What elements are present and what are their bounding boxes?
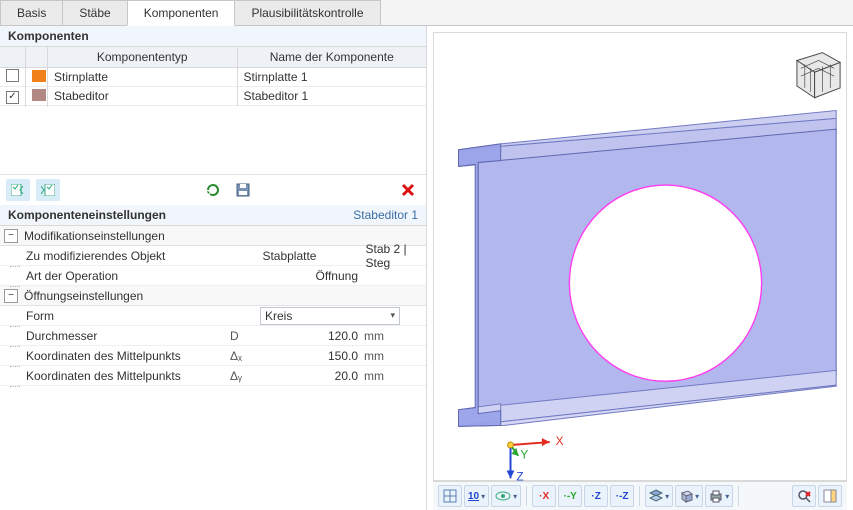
delete-icon[interactable] xyxy=(396,179,420,201)
prop-dropdown[interactable]: Kreis▾ xyxy=(260,307,400,325)
color-swatch xyxy=(32,89,46,101)
viewport-toolbar: 10▾▾·X·-Y·Z·-Z▾▾▾ xyxy=(433,481,847,510)
components-grid-header: Komponententyp Name der Komponente xyxy=(0,47,426,68)
eye-icon[interactable]: ▾ xyxy=(491,485,521,507)
collapse-icon[interactable]: − xyxy=(4,229,18,243)
checklist-left-icon[interactable] xyxy=(6,179,30,201)
row-checkbox[interactable] xyxy=(6,91,19,104)
tab-stäbe[interactable]: Stäbe xyxy=(62,0,127,25)
chevron-down-icon: ▾ xyxy=(513,492,517,501)
row-type: Stirnplatte xyxy=(48,67,238,87)
prop-name: Form xyxy=(22,309,230,323)
prop-name: Durchmesser xyxy=(22,329,230,343)
prop-value[interactable]: 150.0 xyxy=(260,349,364,363)
box-icon[interactable]: ▾ xyxy=(675,485,703,507)
group-row[interactable]: −Öffnungseinstellungen xyxy=(0,286,426,306)
print-icon[interactable]: ▾ xyxy=(705,485,733,507)
tab-plausibilitätskontrolle[interactable]: Plausibilitätskontrolle xyxy=(234,0,380,25)
panel-icon[interactable] xyxy=(818,485,842,507)
axis-x-icon[interactable]: ·X xyxy=(532,485,556,507)
prop-name: Zu modifizierendes Objekt xyxy=(22,249,204,263)
row-name: Stabeditor 1 xyxy=(238,86,427,106)
chevron-down-icon: ▾ xyxy=(390,310,395,321)
prop-unit: mm xyxy=(364,329,404,343)
components-toolbar xyxy=(0,174,426,205)
table-row[interactable]: StirnplatteStirnplatte 1 xyxy=(0,68,426,87)
components-title: Komponenten xyxy=(8,29,89,43)
prop-unit: mm xyxy=(364,369,404,383)
search-cancel-icon[interactable] xyxy=(792,485,816,507)
col-type: Komponententyp xyxy=(48,47,238,67)
row-name: Stirnplatte 1 xyxy=(238,67,427,87)
property-row[interactable]: Koordinaten des MittelpunktsΔₓ150.0mm xyxy=(0,346,426,366)
property-row[interactable]: Form Kreis▾ xyxy=(0,306,426,326)
row-checkbox[interactable] xyxy=(6,69,19,82)
prop-name: Koordinaten des Mittelpunkts xyxy=(22,349,230,363)
prop-symbol: Δᵧ xyxy=(230,369,260,383)
prop-value[interactable]: Öffnung xyxy=(260,269,364,283)
axis-z-icon[interactable]: ·Z xyxy=(584,485,608,507)
prop-symbol: Δₓ xyxy=(230,349,260,363)
prop-value[interactable]: 120.0 xyxy=(260,329,364,343)
axis-neg-z-icon[interactable]: ·-Z xyxy=(610,485,634,507)
prop-value[interactable]: Stabplatte xyxy=(231,249,323,263)
settings-current: Stabeditor 1 xyxy=(353,208,418,222)
axis-neg-y-icon[interactable]: ·-Y xyxy=(558,485,582,507)
chevron-down-icon: ▾ xyxy=(695,492,699,501)
group-label: Modifikationseinstellungen xyxy=(22,229,165,243)
tab-basis[interactable]: Basis xyxy=(0,0,63,25)
table-row[interactable]: StabeditorStabeditor 1 xyxy=(0,87,426,106)
prop-symbol: D xyxy=(230,329,260,343)
checklist-right-icon[interactable] xyxy=(36,179,60,201)
svg-text:Y: Y xyxy=(520,449,528,462)
property-row[interactable]: Art der Operation Öffnung xyxy=(0,266,426,286)
viewport-3d[interactable]: X YZ xyxy=(433,32,847,481)
property-row[interactable]: Zu modifizierendes ObjektStabplatteStab … xyxy=(0,246,426,266)
collapse-icon[interactable]: − xyxy=(4,289,18,303)
tab-bar: BasisStäbeKomponentenPlausibilitätskontr… xyxy=(0,0,853,26)
svg-text:Z: Z xyxy=(516,470,523,483)
prop-unit: mm xyxy=(364,349,404,363)
save-icon[interactable] xyxy=(231,179,255,201)
components-header: Komponenten xyxy=(0,26,426,47)
prop-name: Art der Operation xyxy=(22,269,230,283)
chevron-down-icon: ▾ xyxy=(665,492,669,501)
tab-komponenten[interactable]: Komponenten xyxy=(127,0,236,26)
refresh-icon[interactable] xyxy=(201,179,225,201)
chevron-down-icon: ▾ xyxy=(725,492,729,501)
prop-extra: Stab 2 | Steg xyxy=(357,242,426,270)
prop-value[interactable]: 20.0 xyxy=(260,369,364,383)
col-name: Name der Komponente xyxy=(238,47,427,67)
grid-icon[interactable] xyxy=(438,485,462,507)
group-label: Öffnungseinstellungen xyxy=(22,289,143,303)
svg-text:X: X xyxy=(556,435,564,448)
settings-header: Komponenteneinstellungen Stabeditor 1 xyxy=(0,205,426,226)
settings-title: Komponenteneinstellungen xyxy=(8,208,166,222)
scale-10-icon[interactable]: 10▾ xyxy=(464,485,489,507)
color-swatch xyxy=(32,70,46,82)
row-type: Stabeditor xyxy=(48,86,238,106)
property-row[interactable]: Koordinaten des MittelpunktsΔᵧ20.0mm xyxy=(0,366,426,386)
layers-icon[interactable]: ▾ xyxy=(645,485,673,507)
chevron-down-icon: ▾ xyxy=(481,492,485,501)
prop-name: Koordinaten des Mittelpunkts xyxy=(22,369,230,383)
property-row[interactable]: DurchmesserD120.0mm xyxy=(0,326,426,346)
